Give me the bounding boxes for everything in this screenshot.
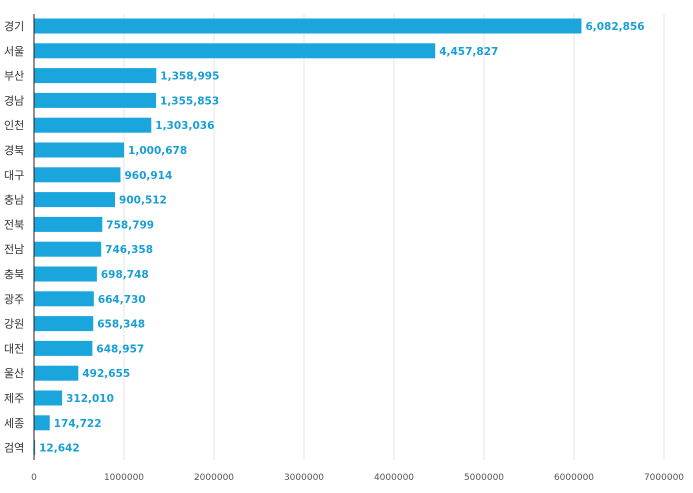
category-label: 전북 [4,218,24,231]
category-label: 충북 [4,268,24,281]
category-label: 세종 [4,417,24,430]
x-tick-label: 5000000 [464,473,504,483]
value-label: 6,082,856 [585,21,644,33]
x-tick-label: 3000000 [284,473,324,483]
value-label: 174,722 [54,418,102,430]
category-label: 경기 [4,20,24,33]
bar [34,192,116,208]
bar [34,390,63,406]
bar [34,92,157,108]
value-label: 12,642 [39,443,80,455]
x-tick-label: 6000000 [554,473,594,483]
value-label: 312,010 [66,393,114,405]
category-label: 경북 [4,144,24,157]
category-label: 검역 [4,442,24,455]
grid-lines [123,14,665,460]
value-label: 664,730 [98,294,146,306]
bar [34,68,157,84]
x-tick-labels: 0 1000000 2000000 3000000 4000000 5000000 6000… [31,473,684,483]
category-label: 부산 [4,70,24,83]
value-label: 658,348 [97,319,145,331]
value-label: 1,355,853 [160,95,219,107]
bar [34,117,152,133]
bar [34,316,94,332]
category-label: 충남 [4,194,24,207]
value-label: 746,358 [105,244,153,256]
value-label: 758,799 [106,219,154,231]
bar [34,415,50,431]
value-label: 900,512 [119,195,167,207]
category-label: 서울 [4,45,24,58]
bar [34,440,36,456]
bars-group [34,18,582,456]
category-label: 대전 [4,342,24,355]
value-label: 1,000,678 [128,145,187,157]
value-labels: 6,082,856 4,457,827 1,358,995 1,355,853 1,30… [39,21,644,455]
value-label: 960,914 [124,170,172,182]
bar [34,340,93,356]
category-label: 경남 [4,94,24,107]
category-label: 울산 [4,367,24,380]
category-label: 인천 [4,118,24,132]
bar [34,241,102,257]
category-label: 제주 [4,392,24,405]
value-label: 1,303,036 [155,120,214,132]
category-label: 강원 [4,318,24,331]
bar [34,216,103,232]
value-label: 1,358,995 [160,71,219,83]
category-label: 대구 [4,169,24,182]
value-label: 4,457,827 [439,46,498,58]
x-tick-label: 0 [31,473,37,483]
x-tick-label: 1000000 [104,473,144,483]
x-tick-label: 2000000 [194,473,234,483]
bar [34,266,97,282]
value-label: 648,957 [96,343,144,355]
bar [34,18,582,34]
x-tick-label: 4000000 [374,473,414,483]
value-label: 492,655 [82,368,130,380]
x-tick-label: 7000000 [644,473,684,483]
bar [34,365,79,381]
value-label: 698,748 [101,269,149,281]
bar [34,43,436,59]
bar [34,291,94,307]
bar [34,142,125,158]
category-label: 광주 [4,293,24,306]
category-label: 전남 [4,243,24,256]
bar [34,167,121,183]
